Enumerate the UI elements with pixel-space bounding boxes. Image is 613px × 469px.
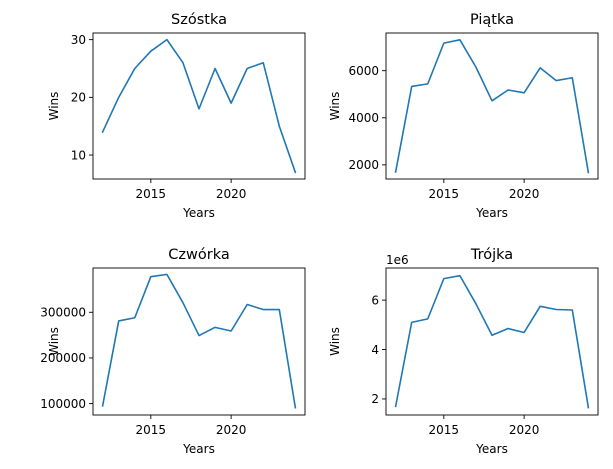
y-tick-label: 100000 <box>40 397 86 411</box>
subplot-1: 2015 2020 10 20 30 Szóstka Years Wins <box>47 12 306 220</box>
y-axis-label: Wins <box>328 327 342 356</box>
x-tick-label: 2020 <box>216 187 247 201</box>
chart-title: Piątka <box>470 12 514 28</box>
x-tick-label: 2015 <box>429 423 460 437</box>
y-tick-label: 4000 <box>348 111 379 125</box>
y-tick-label: 6000 <box>348 64 379 78</box>
series-line <box>394 274 590 409</box>
x-axis-label: Years <box>182 442 215 456</box>
y-offset-text: 1e6 <box>386 253 409 267</box>
chart-title: Trójka <box>470 247 513 263</box>
subplot-4: 2015 2020 2 4 6 Trójka Years Wins 1e6 <box>328 247 599 456</box>
series-line <box>101 273 297 409</box>
series-line <box>394 39 590 174</box>
y-tick-label: 6 <box>371 293 379 307</box>
y-tick-label: 300000 <box>40 306 86 320</box>
x-tick-label: 2020 <box>216 423 247 437</box>
x-tick-label: 2015 <box>429 187 460 201</box>
x-axis-label: Years <box>182 206 215 220</box>
y-axis-label: Wins <box>47 327 61 356</box>
x-axis-label: Years <box>475 206 508 220</box>
x-tick-label: 2020 <box>509 187 540 201</box>
y-tick-label: 10 <box>71 148 86 162</box>
y-tick-label: 2000 <box>348 158 379 172</box>
subplot-3: 2015 2020 100000 200000 300000 Czwórka Years Wi… <box>40 247 306 456</box>
subplot-2: 2015 2020 2000 4000 6000 Piątka Years Wins <box>328 12 599 220</box>
y-tick-label: 30 <box>71 33 86 47</box>
y-tick-label: 4 <box>371 343 379 357</box>
y-tick-label: 20 <box>71 91 86 105</box>
x-tick-label: 2020 <box>509 423 540 437</box>
axes-frame <box>385 32 599 180</box>
x-axis-label: Years <box>475 442 508 456</box>
axes-frame <box>92 267 306 416</box>
axes-frame <box>92 32 306 180</box>
series-line <box>101 38 297 174</box>
y-tick-label: 200000 <box>40 351 86 365</box>
x-tick-label: 2015 <box>136 423 167 437</box>
x-tick-label: 2015 <box>136 187 167 201</box>
y-axis-label: Wins <box>328 92 342 121</box>
chart-title: Szóstka <box>171 12 227 28</box>
y-axis-label: Wins <box>47 92 61 121</box>
chart-title: Czwórka <box>168 247 229 263</box>
axes-frame <box>385 267 599 416</box>
y-tick-label: 2 <box>371 392 379 406</box>
